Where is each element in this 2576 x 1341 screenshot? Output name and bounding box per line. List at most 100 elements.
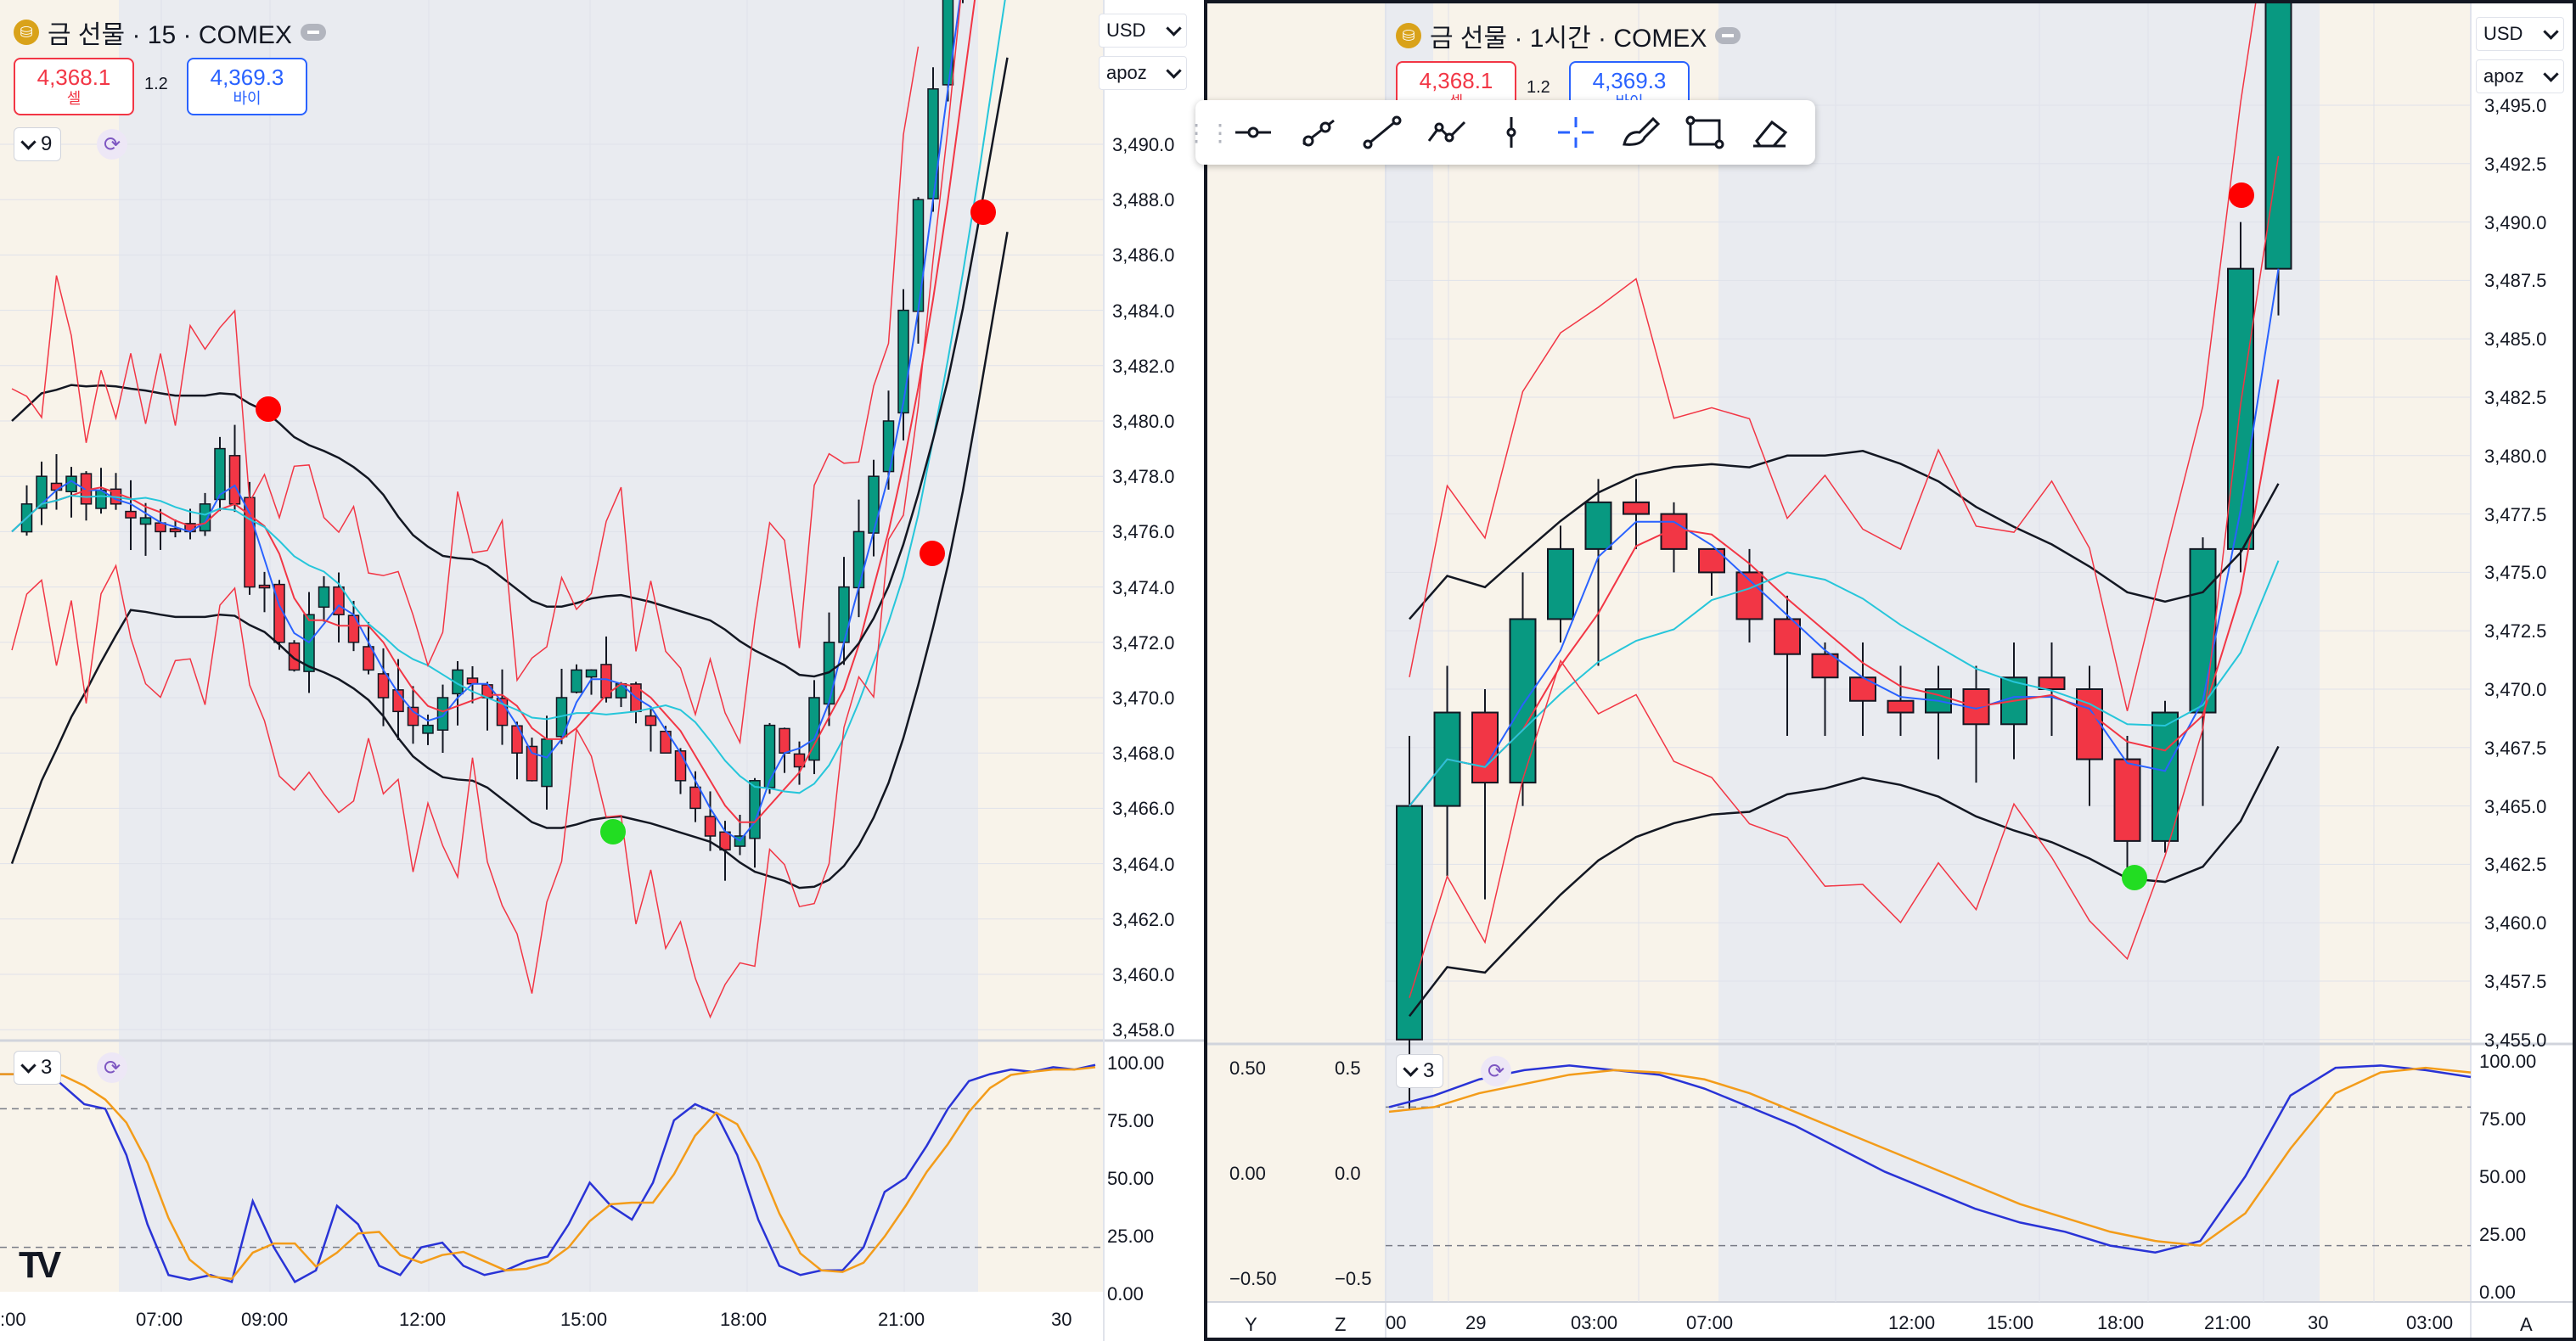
currency-value: USD: [2483, 23, 2523, 44]
left-axis-label: −0.5: [1335, 1268, 1372, 1289]
candle-body: [347, 614, 360, 643]
osc-axis-label: 75.00: [1107, 1110, 1155, 1131]
stoch-d-line: [0, 1066, 1096, 1281]
right-oscillator-toggle[interactable]: 3: [1396, 1054, 1444, 1088]
right-chart-canvas[interactable]: [1207, 3, 2576, 1341]
candle-body: [452, 669, 464, 695]
brush-tool-icon[interactable]: [1608, 100, 1673, 165]
price-axis-label: 3,484.0: [1112, 300, 1175, 322]
candle-body: [526, 745, 538, 782]
ma-mid-line: [1409, 379, 2280, 807]
buy-label: 바이: [233, 90, 262, 107]
eraser-tool-icon[interactable]: [1737, 100, 1802, 165]
left-oscillator-toggle[interactable]: 3: [14, 1051, 62, 1085]
price-axis-label: 3,465.0: [2484, 795, 2547, 817]
candle-body: [1584, 501, 1612, 550]
price-axis-label: 3,474.0: [1112, 576, 1175, 598]
right-chart-panel[interactable]: ⛁ 금 선물 · 1시간 · COMEX 4,368.1 셀 1.2 4,369…: [1204, 0, 2576, 1341]
buy-price: 4,369.3: [1592, 68, 1667, 93]
candle-body: [644, 715, 657, 727]
currency-value: USD: [1106, 20, 1146, 41]
candle-body: [244, 497, 256, 588]
left-symbol-header[interactable]: ⛁ 금 선물 · 15 · COMEX: [14, 14, 326, 51]
drawing-toolbar[interactable]: ⋮⋮: [1184, 100, 1815, 165]
time-axis-label: 21:00: [2204, 1312, 2252, 1333]
drag-handle-icon[interactable]: ⋮⋮: [1184, 119, 1232, 146]
left-sell-button[interactable]: 4,368.1 셀: [14, 58, 134, 115]
session-shade-main: [119, 0, 978, 1292]
collapse-icon[interactable]: [1715, 27, 1741, 44]
stoch-k-line: [0, 1063, 1096, 1284]
time-axis-label: 00: [1386, 1312, 1407, 1333]
osc-axis-label: 75.00: [2479, 1108, 2527, 1130]
ma-fast-line: [1409, 268, 2280, 807]
vertical-line-tool-icon[interactable]: [1479, 100, 1544, 165]
candle-body: [2151, 711, 2179, 842]
price-axis-label: 3,485.0: [2484, 328, 2547, 351]
candle-body: [288, 642, 301, 671]
osc-axis-label: 0.00: [2479, 1282, 2516, 1303]
candle-body: [1849, 676, 1876, 702]
price-axis-label: 3,492.5: [2484, 153, 2547, 175]
price-axis-label: 3,487.5: [2484, 270, 2547, 292]
price-axis-label: 3,470.0: [2484, 679, 2547, 700]
right-symbol-title: 금 선물 · 1시간 · COMEX: [1430, 25, 1707, 53]
sync-icon[interactable]: ⟳: [97, 1052, 127, 1083]
chevron-down-icon: [2543, 65, 2559, 82]
price-axis-label: 3,468.0: [1112, 743, 1175, 765]
session-shade-post: [978, 0, 1104, 1292]
candle-body: [511, 725, 523, 754]
price-axis-label: 3,476.0: [1112, 521, 1175, 543]
right-scale-select[interactable]: apoz: [2476, 59, 2564, 93]
right-currency-select[interactable]: USD: [2476, 17, 2564, 51]
candle-body: [1811, 653, 1839, 679]
candle-body: [1623, 501, 1650, 515]
candle-body: [363, 646, 374, 671]
ma-mid-line: [11, 0, 976, 823]
buy-signal-dot: [600, 819, 626, 844]
collapse-icon[interactable]: [300, 24, 326, 41]
candle-body: [407, 706, 419, 727]
time-axis-label: 12:00: [399, 1309, 447, 1330]
left-currency-select[interactable]: USD: [1099, 14, 1187, 48]
price-axis-label: 3,480.0: [2484, 445, 2547, 467]
candle-body: [228, 455, 241, 505]
left-scale-area: [1207, 3, 1386, 1302]
candle-body: [808, 697, 820, 761]
right-symbol-header[interactable]: ⛁ 금 선물 · 1시간 · COMEX: [1396, 17, 1741, 54]
price-axis-label: 3,490.0: [2484, 211, 2547, 233]
left-scale-select[interactable]: apoz: [1099, 56, 1187, 90]
sell-label: 셀: [66, 90, 82, 107]
time-axis-label: 18:00: [2097, 1312, 2145, 1333]
envelope-lower-line: [1409, 155, 2280, 998]
left-buy-button[interactable]: 4,369.3 바이: [187, 58, 307, 115]
left-chart-panel[interactable]: ⛁ 금 선물 · 15 · COMEX 4,368.1 셀 1.2 4,369.…: [0, 0, 1204, 1341]
price-axis-label: 3,458.0: [1112, 1019, 1175, 1041]
price-axis-label: 3,466.0: [1112, 798, 1175, 820]
session-shade-post: [2320, 3, 2471, 1302]
path-tool-icon[interactable]: [1415, 100, 1479, 165]
scale-value: apoz: [2483, 65, 2524, 87]
sync-icon[interactable]: ⟳: [97, 129, 127, 160]
left-indicator-toggle[interactable]: 9: [14, 127, 62, 161]
candle-body: [674, 750, 687, 782]
price-axis-label: 3,462.5: [2484, 854, 2547, 876]
crosshair-tool-icon[interactable]: [1544, 100, 1608, 165]
stoch-k-line: [1388, 1064, 2472, 1254]
osc-axis-label: 100.00: [1107, 1052, 1165, 1074]
chevron-down-icon: [20, 1057, 37, 1074]
osc-axis-label: 25.00: [2479, 1224, 2527, 1245]
ray-tool-icon[interactable]: [1285, 100, 1350, 165]
left-chart-canvas[interactable]: [0, 0, 1204, 1341]
candle-body: [318, 586, 330, 609]
time-axis-label: 30: [2308, 1312, 2329, 1333]
candle-body: [942, 0, 954, 86]
candle-body: [763, 724, 776, 788]
price-axis-label: 3,490.0: [1112, 134, 1175, 155]
rectangle-tool-icon[interactable]: [1673, 100, 1737, 165]
trend-line-tool-icon[interactable]: [1350, 100, 1415, 165]
horizontal-line-tool-icon[interactable]: [1221, 100, 1285, 165]
sync-icon[interactable]: ⟳: [1481, 1056, 1511, 1086]
candle-body: [258, 584, 271, 589]
candle-body: [868, 475, 880, 534]
